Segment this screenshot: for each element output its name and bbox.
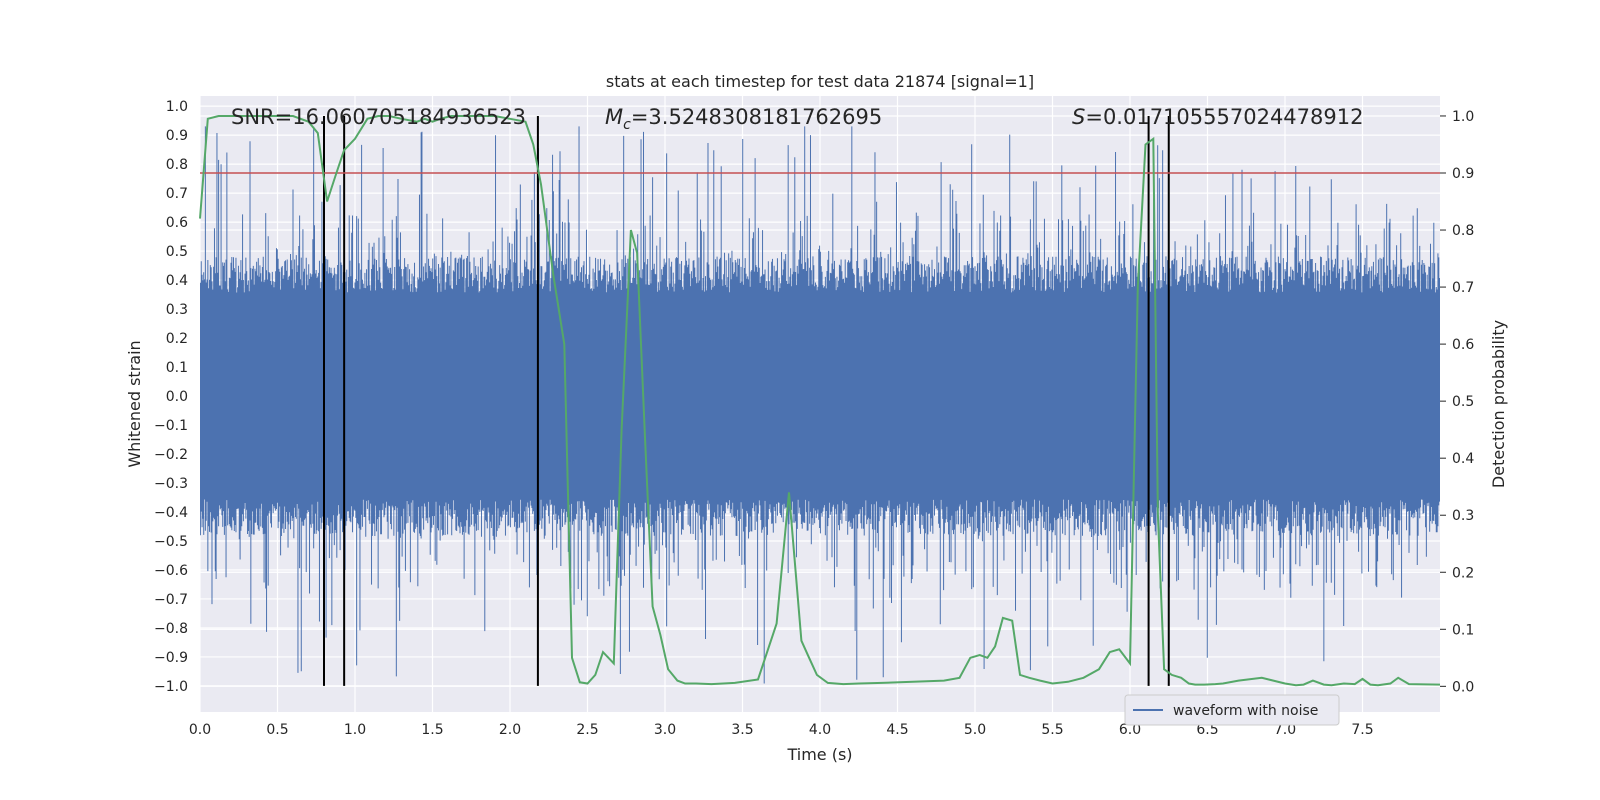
y2-tick-labels: 1.0 0.9 0.8 0.7 0.6 0.5 0.4 0.3 0.2 0.1 0.0 xyxy=(1440,109,1474,695)
x-tick-label: 4.0 xyxy=(809,722,831,738)
y-tick-label: −0.4 xyxy=(154,505,188,521)
x-tick-label: 2.5 xyxy=(576,722,598,738)
waveform-series xyxy=(200,126,1440,684)
y-tick-label: 0.2 xyxy=(166,331,188,347)
y-tick-label: −0.6 xyxy=(154,563,188,579)
x-tick-label: 5.5 xyxy=(1041,722,1063,738)
y-tick-label: 0.5 xyxy=(166,244,188,260)
y-tick-label: 0.9 xyxy=(166,128,188,144)
y2-tick-label: 1.0 xyxy=(1452,109,1474,125)
x-tick-label: 6.0 xyxy=(1119,722,1141,738)
y2-tick-label: 0.2 xyxy=(1452,565,1474,581)
y-tick-label: −0.7 xyxy=(154,592,188,608)
y-tick-label: 0.3 xyxy=(166,302,188,318)
y2-tick-label: 0.5 xyxy=(1452,394,1474,410)
x-tick-label: 2.0 xyxy=(499,722,521,738)
y-tick-label: −0.9 xyxy=(154,650,188,666)
x-tick-labels: 0.0 0.5 1.0 1.5 2.0 2.5 3.0 3.5 4.0 4.5 5.0 5.5 6.0 6… xyxy=(189,722,1374,738)
y2-axis-label: Detection probability xyxy=(1489,320,1508,488)
x-tick-label: 1.0 xyxy=(344,722,366,738)
snr-annotation: SNR=16.060705184936523 xyxy=(231,105,526,129)
y-tick-labels: 1.0 0.9 0.8 0.7 0.6 0.5 0.4 0.3 0.2 0.1 0.0 −0.1 −0.… xyxy=(154,99,188,695)
chirp-mass-symbol: M xyxy=(605,105,623,129)
y-tick-label: 0.0 xyxy=(166,389,188,405)
x-tick-label: 0.5 xyxy=(266,722,288,738)
chart-title: stats at each timestep for test data 218… xyxy=(606,72,1034,91)
x-tick-label: 4.5 xyxy=(886,722,908,738)
y2-tick-label: 0.4 xyxy=(1452,451,1474,467)
y2-tick-label: 0.8 xyxy=(1452,223,1474,239)
x-tick-label: 0.0 xyxy=(189,722,211,738)
x-tick-label: 1.5 xyxy=(421,722,443,738)
chirp-mass-value: =3.5248308181762695 xyxy=(631,105,882,129)
y2-tick-label: 0.0 xyxy=(1452,679,1474,695)
y-tick-label: −1.0 xyxy=(154,679,188,695)
y2-tick-label: 0.9 xyxy=(1452,166,1474,182)
y-tick-label: 0.4 xyxy=(166,273,188,289)
s-symbol: S xyxy=(1072,105,1085,129)
s-value: =0.017105557024478912 xyxy=(1085,105,1363,129)
chirp-mass-subscript: c xyxy=(623,117,631,133)
y-tick-label: 0.8 xyxy=(166,157,188,173)
y-tick-label: −0.1 xyxy=(154,418,188,434)
x-tick-label: 6.5 xyxy=(1196,722,1218,738)
chirp-mass-annotation: Mc=3.5248308181762695 xyxy=(605,105,882,133)
legend: waveform with noise xyxy=(1124,694,1340,726)
legend-box xyxy=(1124,694,1340,726)
y-axis-label: Whitened strain xyxy=(125,340,144,467)
y-tick-label: 0.7 xyxy=(166,186,188,202)
x-tick-label: 3.5 xyxy=(731,722,753,738)
vertical-markers xyxy=(323,115,1170,686)
y2-tick-label: 0.6 xyxy=(1452,337,1474,353)
detection-probability-line xyxy=(199,115,1441,687)
waveform-path xyxy=(200,126,1440,684)
legend-entry-waveform: waveform with noise xyxy=(1173,703,1318,719)
y-tick-label: 0.6 xyxy=(166,215,188,231)
y-tick-label: −0.5 xyxy=(154,534,188,550)
y-tick-label: 1.0 xyxy=(166,99,188,115)
x-tick-label: 7.0 xyxy=(1274,722,1296,738)
y2-tick-label: 0.7 xyxy=(1452,280,1474,296)
y-tick-label: −0.3 xyxy=(154,476,188,492)
y-tick-label: −0.2 xyxy=(154,447,188,463)
x-tick-label: 5.0 xyxy=(964,722,986,738)
x-tick-label: 7.5 xyxy=(1351,722,1373,738)
s-annotation: S=0.017105557024478912 xyxy=(1072,105,1363,129)
y2-tick-label: 0.3 xyxy=(1452,508,1474,524)
y-tick-label: 0.1 xyxy=(166,360,188,376)
y-tick-label: −0.8 xyxy=(154,621,188,637)
x-axis-label: Time (s) xyxy=(786,745,852,764)
y2-tick-label: 0.1 xyxy=(1452,622,1474,638)
x-tick-label: 3.0 xyxy=(654,722,676,738)
